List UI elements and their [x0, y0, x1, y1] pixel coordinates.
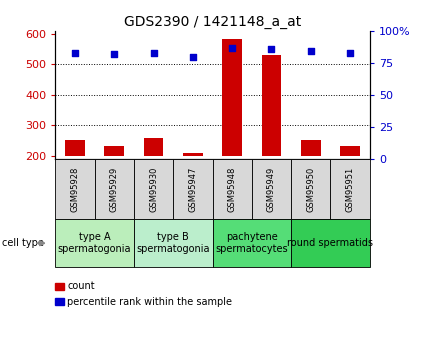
Text: type A
spermatogonia: type A spermatogonia: [58, 233, 131, 254]
Text: round spermatids: round spermatids: [287, 238, 374, 248]
Point: [190, 54, 196, 59]
Bar: [183, 152, 203, 156]
Text: GSM95948: GSM95948: [228, 166, 237, 211]
Bar: [262, 55, 281, 156]
Bar: [105, 146, 124, 156]
Text: count: count: [67, 282, 95, 291]
Text: type B
spermatogonia: type B spermatogonia: [136, 233, 210, 254]
Title: GDS2390 / 1421148_a_at: GDS2390 / 1421148_a_at: [124, 14, 301, 29]
Bar: [340, 146, 360, 156]
Text: pachytene
spermatocytes: pachytene spermatocytes: [215, 233, 288, 254]
Point: [111, 51, 118, 57]
Text: percentile rank within the sample: percentile rank within the sample: [67, 297, 232, 307]
Bar: [65, 139, 85, 156]
Text: GSM95928: GSM95928: [71, 166, 79, 211]
Point: [307, 49, 314, 54]
Text: GSM95947: GSM95947: [188, 166, 197, 211]
Text: GSM95951: GSM95951: [346, 166, 354, 211]
Point: [347, 50, 354, 56]
Text: cell type: cell type: [2, 238, 44, 248]
Bar: [222, 39, 242, 156]
Text: GSM95929: GSM95929: [110, 166, 119, 211]
Text: GSM95949: GSM95949: [267, 166, 276, 211]
Point: [268, 46, 275, 52]
Text: GSM95950: GSM95950: [306, 166, 315, 211]
Point: [71, 50, 78, 56]
Point: [150, 50, 157, 56]
Bar: [301, 140, 320, 156]
Point: [229, 45, 235, 50]
Bar: [144, 138, 163, 156]
Text: GSM95930: GSM95930: [149, 166, 158, 211]
